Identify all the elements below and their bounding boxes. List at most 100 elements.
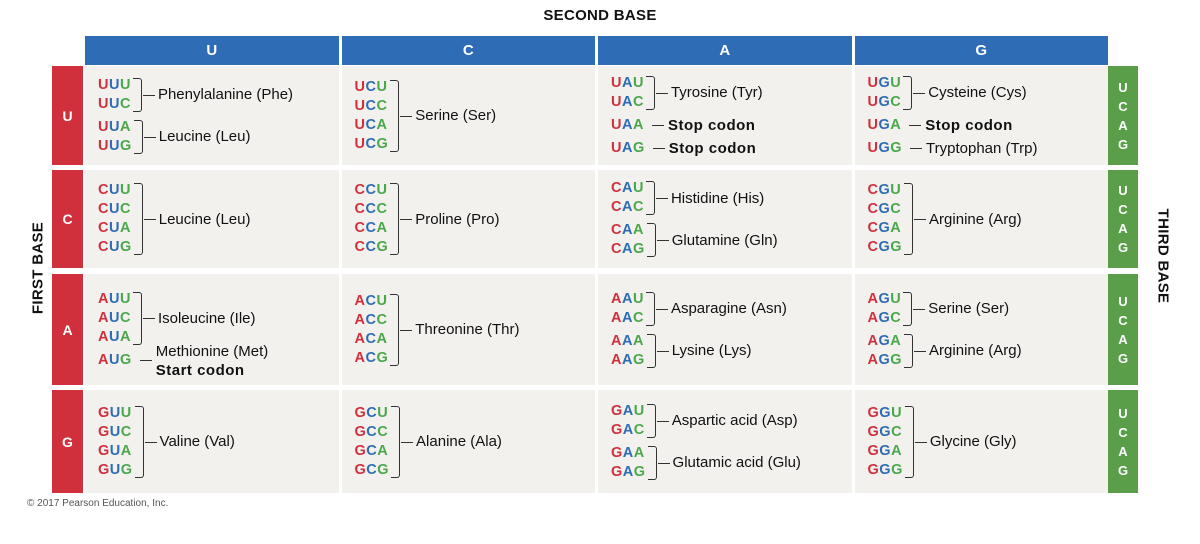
codon: UAU — [611, 74, 644, 91]
brace-icon — [646, 333, 669, 368]
amino-acid-label: Aspartic acid (Asp) — [671, 412, 798, 429]
codon: GUC — [98, 423, 132, 440]
brace-icon — [133, 183, 156, 255]
amino-acid-label: Glutamine (Gln) — [671, 231, 778, 249]
dash-connector — [651, 124, 664, 126]
codon: UGG — [867, 139, 903, 156]
codon-group: UCU UCC UCA UCG Serine (Ser) — [354, 78, 497, 154]
amino-acid-label: Lysine (Lys) — [671, 342, 752, 359]
amino-acid-label: Stop codon — [668, 139, 757, 157]
third-base-title: THIRD BASE — [1154, 208, 1172, 304]
codon: CGU — [867, 182, 902, 198]
codon-cell: UUU UUC Phenylalanine (Phe) UUA UUG Leucine (… — [85, 66, 339, 165]
codon-cell: GGU GGC GGA GGG Glycine (Gly) — [854, 390, 1108, 493]
brace-icon — [904, 405, 927, 478]
codon: CCU — [354, 182, 388, 198]
codon: GAC — [611, 421, 645, 438]
amino-acid-label: Leucine (Leu) — [158, 128, 251, 145]
first-base-title: FIRST BASE — [29, 221, 47, 315]
codon-group: CAA CAG Glutamine (Gln) — [611, 221, 778, 259]
brace-icon — [903, 75, 926, 110]
brace-icon — [646, 403, 669, 438]
codon: GCC — [354, 423, 389, 440]
codon: UUG — [98, 137, 132, 154]
third-base-c: C — [1118, 312, 1128, 328]
codon: UGA — [867, 116, 902, 133]
codon: UGU — [867, 74, 902, 91]
codon: AUG — [98, 352, 132, 368]
codon: CAU — [611, 180, 644, 196]
second-base-u: U — [85, 36, 339, 65]
codon: GUA — [98, 442, 132, 459]
third-base-g: G — [1117, 462, 1129, 478]
codon: GCA — [354, 442, 389, 459]
first-base-label: C — [52, 170, 83, 268]
third-base-u: U — [1118, 79, 1128, 95]
amino-acid-label: Tryptophan (Trp) — [926, 139, 1038, 157]
codon: CUC — [98, 201, 131, 217]
codon-row-u: U UUU UUC Phenylalanine (Phe) UUA UUG Leucine … — [52, 66, 1138, 165]
dash-connector — [910, 147, 923, 149]
third-base-c: C — [1118, 202, 1128, 217]
amino-acid-label: Methionine (Met) — [155, 342, 269, 360]
codon-group: UGA Stop codon — [868, 116, 1013, 135]
third-base-a: A — [1118, 331, 1128, 347]
codon-group: AUU AUC AUA Isoleucine (Ile) — [98, 290, 256, 347]
copyright-notice: © 2017 Pearson Education, Inc. — [27, 498, 169, 509]
brace-icon — [390, 79, 413, 152]
amino-acid-label: Serine (Ser) — [928, 300, 1010, 317]
amino-acid-label: Glutamic acid (Glu) — [672, 454, 801, 471]
amino-acid-label: Serine (Ser) — [415, 107, 497, 124]
codon: CUA — [98, 220, 131, 236]
amino-acid-label: Proline (Pro) — [415, 210, 500, 228]
codon-cell: CAU CAC Histidine (His) CAA CAG Glutamine (Gl… — [598, 170, 852, 268]
codon: CAC — [611, 199, 644, 215]
codon-group: UAU UAC Tyrosine (Tyr) — [611, 74, 763, 112]
codon: AGG — [867, 351, 903, 368]
third-base-a: A — [1118, 117, 1128, 133]
brace-icon — [645, 75, 668, 110]
amino-acid-label: Stop codon — [925, 116, 1013, 134]
codon-cell: AGU AGC Serine (Ser) AGA AGG Arginine (Arg) — [854, 274, 1108, 385]
second-base-header: U C A G — [85, 36, 1108, 65]
codon: AGA — [867, 332, 902, 349]
codon: UAA — [611, 116, 644, 133]
codon: AUU — [98, 290, 131, 307]
codon-group: UUA UUG Leucine (Leu) — [98, 118, 250, 156]
codon-group: CCU CCC CCA CCG Proline (Pro) — [354, 181, 500, 257]
codon-cell: CCU CCC CCA CCG Proline (Pro) — [341, 170, 595, 268]
codon-group: UUU UUC Phenylalanine (Phe) — [98, 76, 293, 114]
codon: UUU — [98, 76, 131, 93]
codon: AAG — [611, 351, 645, 368]
codon: UCU — [354, 78, 388, 95]
amino-acid-label: Cysteine (Cys) — [928, 84, 1027, 101]
brace-icon — [134, 405, 157, 478]
codon-cell: AAU AAC Asparagine (Asn) AAA AAG Lysine (Lys) — [598, 274, 852, 385]
amino-acid-label: Phenylalanine (Phe) — [157, 86, 294, 103]
codon: GCG — [354, 461, 390, 478]
dash-connector — [652, 147, 665, 149]
codon: GGG — [867, 461, 903, 478]
brace-icon — [645, 181, 668, 215]
codon-group: CUU CUC CUA CUG Leucine (Leu) — [98, 181, 250, 257]
codon: GGC — [867, 423, 903, 440]
codon-group: UGU UGC Cysteine (Cys) — [868, 74, 1027, 112]
codon: GGA — [867, 442, 903, 459]
brace-icon — [391, 405, 414, 478]
codon: ACA — [354, 330, 388, 347]
amino-acid-label: Arginine (Arg) — [929, 210, 1022, 228]
codon: UCG — [354, 135, 389, 152]
brace-icon — [132, 77, 155, 112]
codon-group: ACU ACC ACA ACG Threonine (Thr) — [354, 292, 519, 368]
codon: CCG — [354, 239, 389, 255]
codon-cell: UGU UGC Cysteine (Cys) UGA Stop codon UGG Tryp… — [854, 66, 1108, 165]
amino-acid-label: Glycine (Gly) — [929, 433, 1017, 450]
codon: CUU — [98, 182, 131, 198]
codon-group: GUU GUC GUA GUG Valine (Val) — [98, 404, 235, 480]
codon: AAU — [611, 290, 644, 307]
amino-acid-label: Stop codon — [667, 116, 756, 134]
codon: AAA — [611, 332, 644, 349]
codon: GUU — [98, 404, 132, 421]
codon: GAA — [611, 444, 645, 461]
